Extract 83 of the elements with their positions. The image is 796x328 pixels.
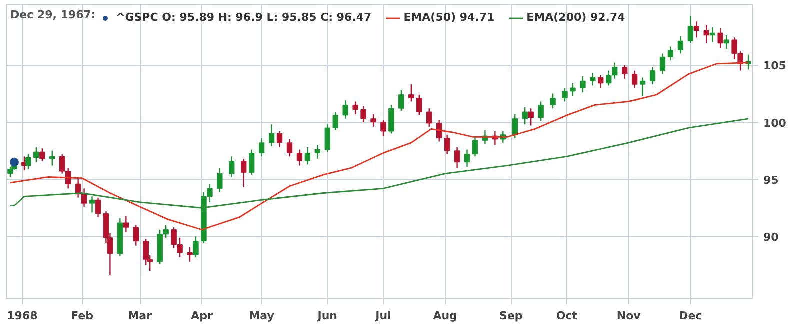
candlestick	[454, 146, 460, 169]
candlestick	[380, 119, 386, 137]
candlestick	[598, 74, 604, 89]
candlestick	[133, 224, 139, 246]
candlestick	[522, 106, 528, 126]
candlestick	[296, 149, 303, 166]
candlestick	[286, 138, 293, 158]
candlestick	[580, 76, 586, 94]
x-tick-label: Nov	[616, 310, 642, 322]
x-tick-label: Jul	[374, 310, 392, 322]
candlestick	[472, 136, 478, 158]
candlestick	[426, 108, 432, 128]
x-tick-label: May	[249, 310, 274, 322]
legend-title: Dec 29, 1967:	[10, 8, 96, 22]
x-tick-label: Aug	[433, 310, 458, 322]
x-tick-label: 1968	[7, 310, 38, 322]
y-tick-label: 105	[764, 60, 786, 73]
candlestick	[528, 108, 534, 126]
candlestick	[398, 90, 404, 112]
candlestick	[342, 100, 348, 120]
candlestick	[632, 70, 638, 89]
candlestick	[704, 24, 710, 44]
x-tick-label: Mar	[128, 310, 153, 322]
legend-label: EMA(200) 92.74	[526, 11, 626, 24]
x-tick-label: Dec	[679, 310, 702, 322]
candlestick	[640, 77, 646, 97]
candlestick	[668, 46, 674, 62]
legend-label: ^GSPC O: 95.89 H: 96.9 L: 95.85 C: 96.47	[116, 11, 372, 24]
candlestick	[187, 246, 193, 262]
y-tick-label: 95	[764, 174, 779, 188]
candlestick	[332, 111, 338, 131]
x-tick-label: Jun	[316, 310, 338, 322]
candlestick	[416, 94, 422, 116]
candlestick	[436, 119, 442, 142]
candlestick	[8, 166, 14, 178]
candlestick	[50, 150, 56, 166]
candlestick	[249, 149, 255, 176]
y-tick-label: 90	[764, 231, 780, 244]
candlestick	[718, 28, 724, 49]
candlestick	[217, 167, 223, 193]
candlestick	[89, 196, 96, 214]
candlestick	[193, 236, 199, 258]
candlestick	[688, 15, 694, 44]
candlestick	[660, 53, 666, 75]
candlestick	[314, 144, 321, 160]
candlestick	[694, 21, 700, 38]
candlestick	[550, 93, 556, 110]
candlestick	[570, 82, 576, 97]
candlestick	[123, 216, 130, 233]
x-tick-label: Apr	[191, 310, 214, 322]
candlestick	[622, 64, 628, 80]
candlestick	[304, 146, 311, 166]
candlestick	[268, 124, 275, 147]
candlestick	[370, 114, 376, 128]
candlestick	[512, 114, 518, 139]
x-tick-label: Sep	[500, 310, 523, 322]
candlestick	[538, 101, 544, 122]
candlestick	[276, 130, 283, 148]
candlestick	[352, 101, 358, 115]
candlestick	[408, 84, 414, 102]
candlestick	[258, 138, 265, 158]
line-series	[10, 118, 750, 209]
candlestick	[590, 72, 596, 86]
candlestick	[360, 106, 366, 123]
candlestick	[229, 156, 235, 178]
y-tick-label: 100	[764, 116, 787, 130]
candlestick	[562, 87, 568, 102]
candlestick	[444, 134, 450, 155]
candlestick	[40, 148, 46, 162]
legend-label: EMA(50) 94.71	[404, 11, 495, 24]
candlestick	[388, 104, 394, 134]
candlestick	[26, 154, 32, 170]
candlestick	[34, 146, 40, 163]
candlestick	[324, 124, 330, 153]
candlestick	[464, 149, 470, 168]
candlestick	[650, 66, 656, 86]
candlestick	[724, 34, 730, 50]
x-tick-label: Feb	[71, 310, 94, 322]
candlestick	[710, 26, 716, 43]
candlestick	[95, 197, 102, 218]
x-tick-label: Oct	[556, 310, 578, 322]
candlestick	[678, 36, 684, 54]
candlestick	[241, 158, 247, 188]
